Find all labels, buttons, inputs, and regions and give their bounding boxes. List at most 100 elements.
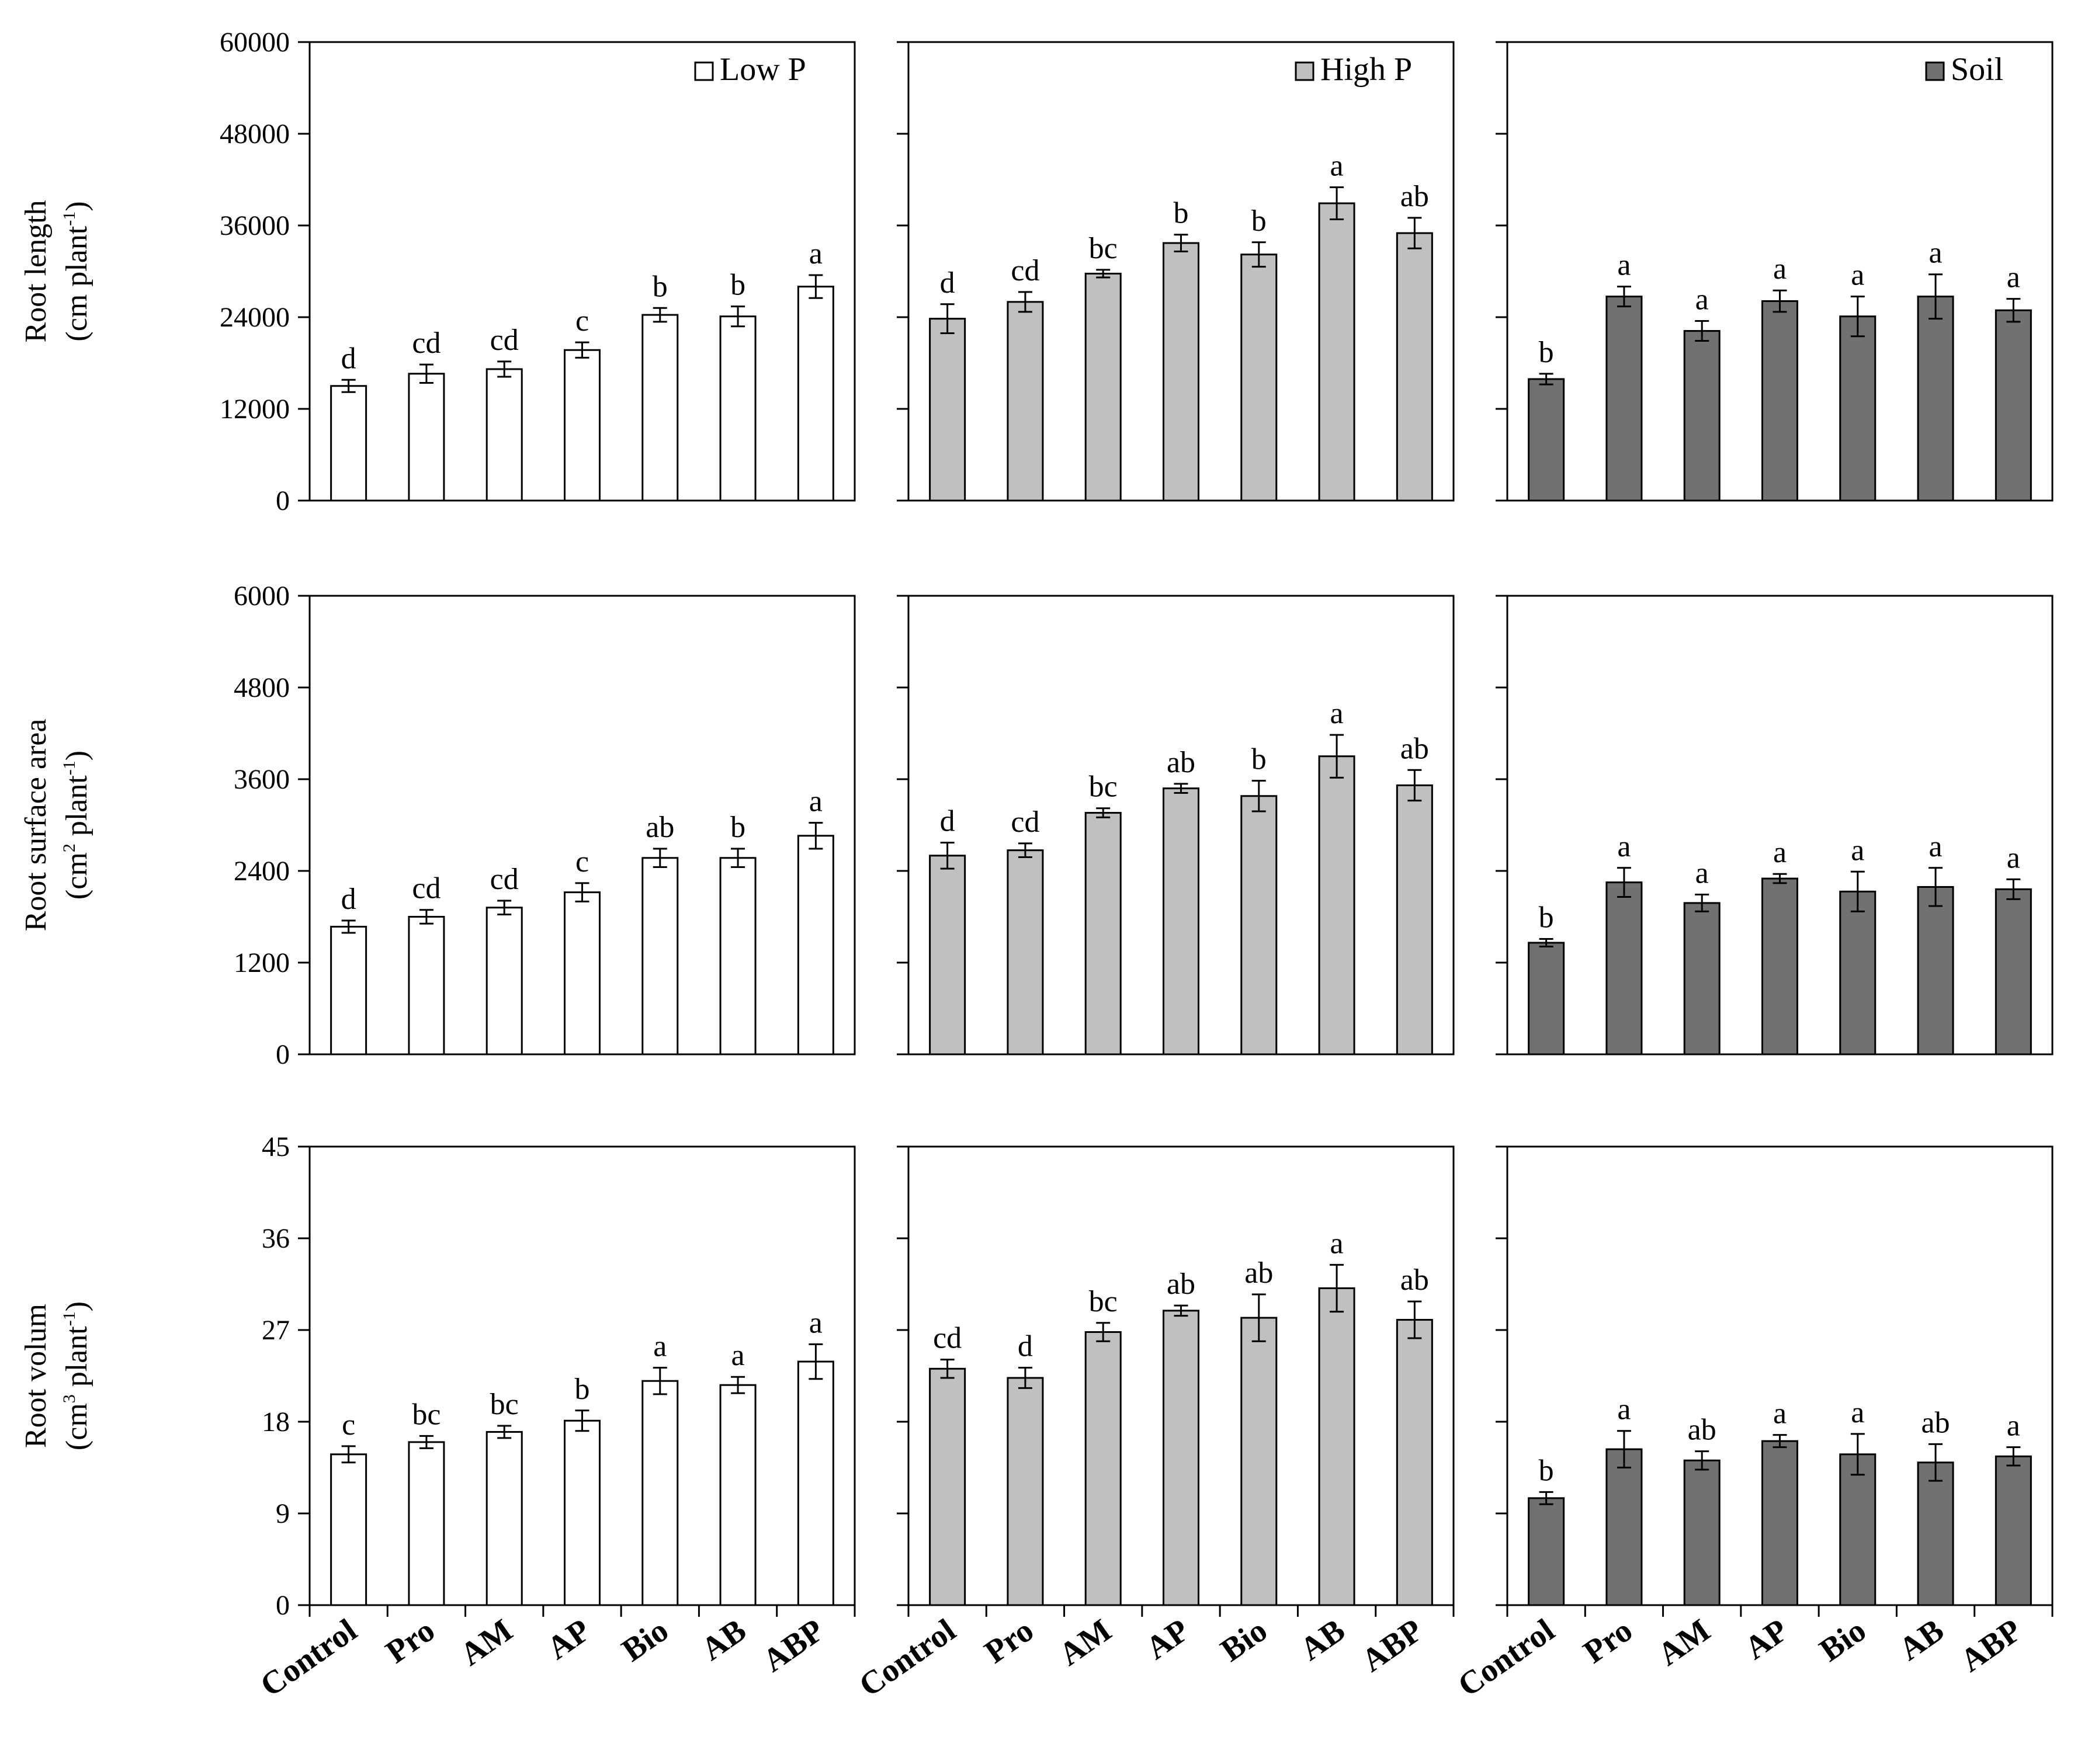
bar-ab [1318, 202, 1355, 502]
bar-ab [1917, 886, 1954, 1055]
significance-letter: a [809, 785, 823, 818]
y-tick-label: 48000 [220, 119, 290, 150]
significance-letter: a [1330, 1227, 1344, 1260]
significance-letter: ab [1688, 1414, 1716, 1447]
significance-letter: bc [1089, 1285, 1118, 1318]
panel-r0-c1: d cd bc b b a ab High P [897, 41, 1455, 502]
y-tick-label: 2400 [234, 856, 290, 887]
significance-letter: ab [1167, 1268, 1195, 1301]
significance-letter: a [1330, 150, 1344, 183]
bar-ab [1917, 1461, 1954, 1606]
x-category-label: AM [1053, 1612, 1118, 1673]
significance-letter: b [1251, 743, 1267, 776]
y-tick-label: 1200 [234, 947, 290, 978]
significance-letter: b [1251, 204, 1267, 238]
y-axis-title-line2: (cm3 plant-1) [60, 1301, 93, 1450]
y-tick-label: 0 [276, 1039, 290, 1070]
bar-pro [1605, 881, 1643, 1055]
unit-text: ) [60, 751, 93, 761]
significance-letter: a [1330, 697, 1344, 730]
panel-r2-c1: cd Control d Pro bc AM ab AP ab Bio a AB ab ABP [852, 1145, 1455, 1704]
unit-text: ) [60, 201, 93, 211]
bar-bio [1240, 1317, 1278, 1606]
significance-letter: d [341, 342, 356, 375]
x-category-label: AP [1738, 1612, 1795, 1667]
significance-letter: a [1695, 283, 1709, 317]
bar-am [485, 907, 523, 1055]
significance-letter: a [653, 1330, 667, 1363]
bar-ab [719, 315, 757, 502]
unit-text: (cm [60, 1403, 93, 1450]
unit-text: plant [60, 1326, 93, 1395]
significance-letter: bc [412, 1398, 441, 1431]
bar-am [1683, 1459, 1721, 1606]
x-category-label: AB [695, 1612, 752, 1668]
unit-text: plant [60, 775, 93, 844]
bar-control [929, 1367, 966, 1606]
bar-ab [1318, 1287, 1355, 1606]
bar-bio [1839, 890, 1877, 1055]
bar-control [1528, 1497, 1565, 1606]
y-axis-title-line2: (cm plant-1) [60, 201, 93, 341]
y-tick-label: 36000 [220, 210, 290, 241]
bar-abp [1995, 1455, 2032, 1606]
x-category-label: Pro [978, 1612, 1040, 1671]
x-category-label: Control [1451, 1612, 1561, 1704]
significance-letter: bc [1089, 770, 1118, 804]
legend-label: High P [1320, 51, 1412, 88]
panel-r2-c2: b Control a Pro ab AM a AP a Bio ab AB a ABP [1451, 1145, 2054, 1704]
y-axis-title-line1: Root volum [19, 1304, 53, 1448]
significance-letter: b [1174, 197, 1189, 230]
significance-letter: d [940, 266, 955, 300]
bar-bio [1240, 795, 1278, 1055]
bar-ap [564, 891, 601, 1055]
panel-r0-c2: b a a a a a a Soil [1496, 41, 2054, 502]
bar-abp [1396, 1319, 1433, 1606]
y-tick-label: 0 [276, 485, 290, 516]
bar-pro [1007, 849, 1044, 1055]
significance-letter: bc [1089, 232, 1118, 265]
bar-am [1683, 330, 1721, 502]
significance-letter: a [809, 1306, 823, 1339]
panel-r2-c0: 0 9 18 27 36 45 c Control bc Pro bc AM b AP a Bio a AB a AB… [254, 1131, 856, 1704]
significance-letter: c [575, 304, 589, 338]
bar-ab [719, 857, 757, 1055]
significance-letter: b [1539, 336, 1554, 369]
y-tick-label: 45 [262, 1131, 290, 1162]
bar-am [1683, 902, 1721, 1055]
significance-letter: b [575, 1373, 590, 1406]
bar-pro [1007, 301, 1044, 502]
significance-letter: ab [1400, 180, 1429, 213]
x-category-label: AP [540, 1612, 597, 1667]
significance-letter: a [2007, 261, 2020, 294]
x-category-label: Bio [1214, 1612, 1274, 1669]
significance-letter: bc [490, 1388, 519, 1421]
significance-letter: b [730, 269, 745, 302]
significance-letter: ab [1921, 1406, 1950, 1439]
unit-superscript: 3 [60, 1394, 79, 1403]
significance-letter: cd [412, 872, 441, 905]
significance-letter: d [341, 883, 356, 916]
y-axis-title-line1: Root surface area [19, 719, 53, 932]
y-tick-label: 27 [262, 1315, 290, 1346]
bar-bio [641, 1380, 679, 1606]
bar-control [929, 318, 966, 502]
significance-letter: a [1851, 834, 1864, 867]
x-category-label: AM [454, 1612, 519, 1673]
bar-pro [1605, 296, 1643, 502]
x-category-label: ABP [757, 1612, 831, 1679]
bar-abp [797, 1360, 834, 1606]
y-axis-title-line2: (cm2 plant-1) [60, 751, 93, 900]
significance-letter: a [1617, 830, 1631, 863]
bar-abp [797, 286, 834, 502]
panel-r1-c1: d cd bc ab b a ab [897, 595, 1455, 1055]
significance-letter: ab [1400, 1263, 1429, 1297]
panel-r1-c2: b a a a a a a [1496, 595, 2054, 1055]
unit-superscript: 2 [60, 843, 79, 852]
unit-text: (cm plant [60, 225, 93, 341]
x-category-label: AB [1892, 1612, 1950, 1668]
unit-superscript: -1 [60, 1311, 79, 1326]
significance-letter: a [1929, 830, 1943, 863]
x-category-label: ABP [1355, 1612, 1430, 1679]
